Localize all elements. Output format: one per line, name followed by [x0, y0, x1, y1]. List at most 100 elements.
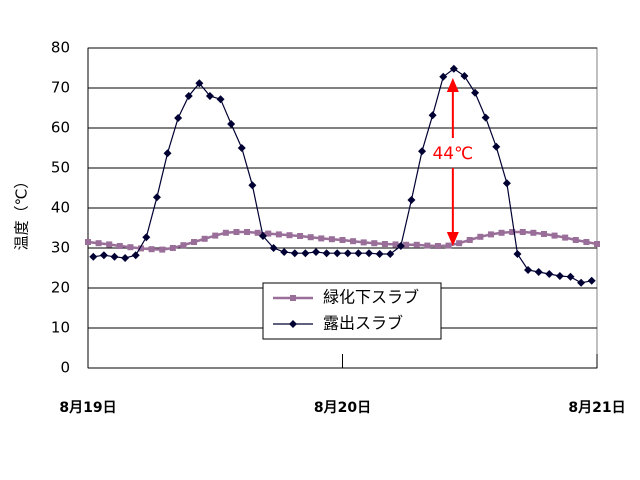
data-point [456, 240, 463, 247]
y-tick-label: 30 [51, 239, 70, 257]
data-point [201, 235, 208, 242]
data-point [163, 149, 172, 158]
series-1 [85, 229, 600, 253]
data-point [212, 232, 219, 239]
data-point [333, 249, 342, 258]
data-point [286, 232, 293, 239]
data-point [195, 79, 204, 88]
data-point [174, 114, 183, 122]
y-tick-labels: 0 10 20 30 40 50 60 70 80 [51, 39, 70, 377]
data-point [301, 249, 310, 258]
data-point [254, 229, 261, 236]
data-point [449, 64, 458, 73]
data-point [534, 268, 543, 276]
data-point [487, 231, 494, 238]
data-point [191, 239, 198, 245]
data-point [509, 229, 516, 235]
data-point [587, 276, 596, 285]
data-point [445, 242, 452, 249]
data-point [434, 243, 441, 249]
legend-item: 緑化下スラブ [273, 288, 419, 307]
data-point [551, 232, 558, 239]
data-point [258, 232, 267, 240]
data-point [216, 95, 225, 104]
legend-label: 緑化下スラブ [323, 288, 419, 307]
data-point [530, 229, 537, 236]
data-point [519, 229, 526, 235]
data-point [142, 233, 151, 242]
series-2 [89, 64, 596, 287]
data-point [159, 246, 166, 253]
data-point [89, 252, 98, 261]
data-point [594, 241, 600, 247]
gridlines [88, 47, 597, 329]
data-point [392, 241, 399, 248]
data-point [577, 278, 586, 287]
data-point [95, 240, 102, 247]
data-point [371, 240, 378, 247]
data-point [116, 243, 123, 249]
data-point [403, 241, 410, 248]
annotation-arrowhead-up [446, 78, 459, 92]
legend-item: 露出スラブ [273, 314, 403, 333]
y-tick-label: 0 [60, 359, 70, 377]
data-point [184, 92, 193, 100]
data-point [180, 242, 187, 249]
data-point [248, 181, 257, 190]
data-point [275, 231, 282, 238]
data-point [138, 245, 145, 252]
data-point [562, 234, 569, 241]
data-point [466, 237, 473, 243]
data-point [354, 249, 363, 258]
data-point [269, 244, 278, 252]
data-point [545, 270, 554, 278]
y-tick-label: 60 [51, 119, 70, 137]
data-point [152, 193, 161, 202]
data-point [343, 249, 352, 258]
data-point [460, 72, 469, 80]
y-tick-label: 20 [51, 279, 70, 297]
data-point [227, 120, 236, 128]
data-point [386, 250, 395, 258]
data-point [328, 236, 335, 243]
annotation: 44℃ [432, 78, 473, 246]
data-point [322, 249, 331, 258]
y-tick-label: 50 [51, 159, 70, 177]
data-point [375, 250, 384, 258]
legend-label: 露出スラブ [323, 314, 403, 333]
annotation-layer: 44℃ [432, 78, 473, 246]
data-point [290, 295, 296, 301]
data-point [477, 233, 484, 240]
data-point [524, 266, 533, 274]
data-point [127, 244, 134, 251]
data-point [222, 229, 229, 236]
data-point [555, 272, 564, 280]
data-point [396, 242, 405, 250]
x-tick-label: 8月20日 [314, 400, 371, 416]
data-point [280, 248, 289, 256]
y-axis-label: 温度（℃） [13, 174, 31, 251]
y-tick-label: 80 [51, 39, 70, 57]
data-point [121, 254, 130, 262]
data-point [540, 231, 547, 237]
data-point [169, 245, 176, 251]
annotation-label: 44℃ [432, 144, 473, 164]
data-point [583, 239, 590, 245]
data-point [307, 234, 314, 241]
data-point [498, 229, 505, 236]
data-point [418, 147, 427, 156]
y-tick-label: 40 [51, 199, 70, 217]
x-tick-label: 8月19日 [59, 400, 116, 416]
series-line [93, 68, 592, 284]
data-point [205, 92, 214, 100]
data-point [424, 242, 431, 249]
data-point [110, 252, 119, 261]
data-point [237, 144, 246, 152]
data-point [413, 241, 420, 248]
legend-box [262, 282, 442, 340]
data-point [244, 229, 251, 235]
data-point [297, 233, 304, 239]
data-point [439, 72, 448, 81]
